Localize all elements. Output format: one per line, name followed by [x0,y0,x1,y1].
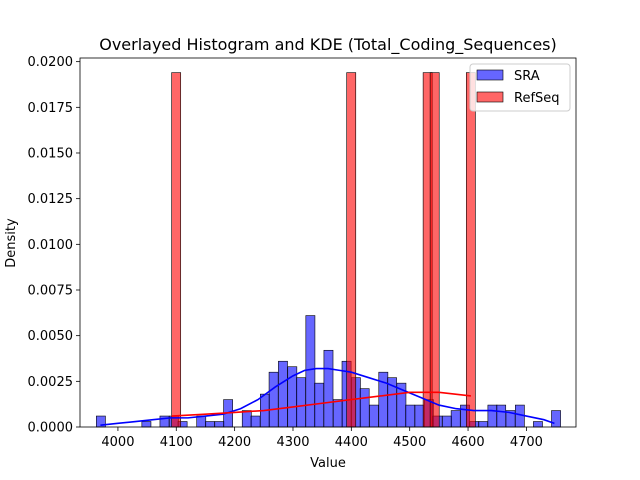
x-tick-label: 4300 [276,435,309,450]
legend-swatch-refseq [476,91,504,103]
sra-bar [205,421,215,428]
sra-bar [369,404,379,428]
y-tick-label: 0.0100 [28,238,74,253]
y-tick-label: 0.0150 [28,146,74,161]
refseq-bar [171,72,182,428]
x-tick-label: 4500 [393,435,426,450]
sra-bar [359,388,370,428]
x-tick-label: 4700 [510,435,543,450]
y-axis-label: Density [4,218,19,268]
y-tick-label: 0.0025 [28,375,74,390]
x-tick-label: 4100 [160,435,193,450]
sra-bar [551,410,561,428]
y-tick-label: 0.0000 [28,421,74,436]
refseq-bar [465,72,476,428]
legend-label-sra: SRA [514,69,540,84]
x-tick-label: 4400 [335,435,368,450]
y-tick-label: 0.0050 [28,329,74,344]
sra-bar [214,421,225,428]
sra-bar [496,404,507,428]
sra-bar [314,382,324,428]
sra-bar [332,399,343,428]
y-tick-label: 0.0075 [28,283,74,298]
sra-bar [278,360,288,428]
sra-bar [487,404,498,428]
sra-bar [196,415,207,428]
plot-frame [79,57,577,428]
refseq-kde-line [171,391,472,417]
sra-bar [241,410,252,428]
y-tick-label: 0.0175 [28,101,74,116]
legend-label-refseq: RefSeq [514,91,560,106]
sra-bar [442,415,452,428]
sra-bar [250,415,261,428]
sra-bar [141,421,152,428]
y-tick-label: 0.0125 [28,192,74,207]
sra-bar [268,371,279,428]
refseq-bar [429,72,440,428]
sra-bar [450,410,461,428]
x-axis-label: Value [310,456,346,471]
x-tick-label: 4200 [218,435,251,450]
y-axis: 0.0000 0.0025 0.0050 0.0075 0.0100 0.0125 0.01… [28,55,80,436]
sra-bar [296,377,306,428]
sra-bar [414,404,425,428]
sra-bar [405,404,416,428]
x-tick-label: 4600 [452,435,485,450]
sra-bar [533,421,543,428]
x-tick-label: 4000 [101,435,134,450]
chart-title: Overlayed Histogram and KDE (Total_Codin… [99,35,557,55]
y-tick-label: 0.0200 [28,55,74,70]
sra-bar [305,315,316,428]
legend-swatch-sra [476,69,504,81]
sra-kde-line [100,367,555,426]
sra-bar [478,421,488,428]
legend: SRA RefSeq [469,63,571,112]
sra-bar [323,349,334,428]
x-axis: 4000 4100 4200 4300 4400 4500 4600 4700 [101,427,543,450]
